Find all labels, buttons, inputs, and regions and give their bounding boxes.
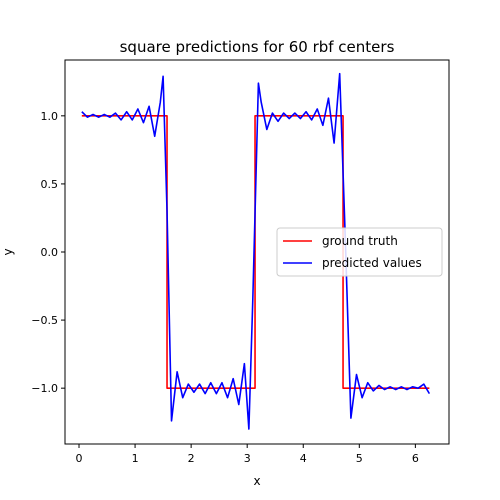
legend-box (276, 227, 443, 277)
x-tick-label: 5 (356, 452, 363, 465)
series-line-predicted-values (81, 72, 431, 430)
y-tick-label: −1.0 (31, 382, 58, 395)
y-tick-label: 0.0 (41, 246, 59, 259)
y-axis-label: y (1, 248, 15, 255)
x-tick-label: 0 (76, 452, 83, 465)
plot-lines (81, 72, 431, 430)
x-axis: 0 1 2 3 4 5 6 (76, 444, 419, 465)
x-tick-label: 2 (188, 452, 195, 465)
x-tick-label: 3 (244, 452, 251, 465)
x-tick-label: 1 (132, 452, 139, 465)
x-axis-label: x (253, 474, 260, 488)
y-axis: 1.0 0.5 0.0 −0.5 −1.0 (31, 110, 65, 395)
y-tick-label: 0.5 (41, 178, 59, 191)
legend-label-ground-truth: ground truth (322, 234, 398, 248)
y-tick-label: −0.5 (31, 314, 58, 327)
legend-label-predicted-values: predicted values (322, 256, 422, 270)
series-line-ground-truth (81, 115, 430, 389)
y-tick-label: 1.0 (41, 110, 59, 123)
chart-title: square predictions for 60 rbf centers (120, 38, 395, 56)
x-tick-label: 6 (412, 452, 419, 465)
x-tick-label: 4 (300, 452, 307, 465)
legend: ground truth predicted values (276, 227, 443, 277)
